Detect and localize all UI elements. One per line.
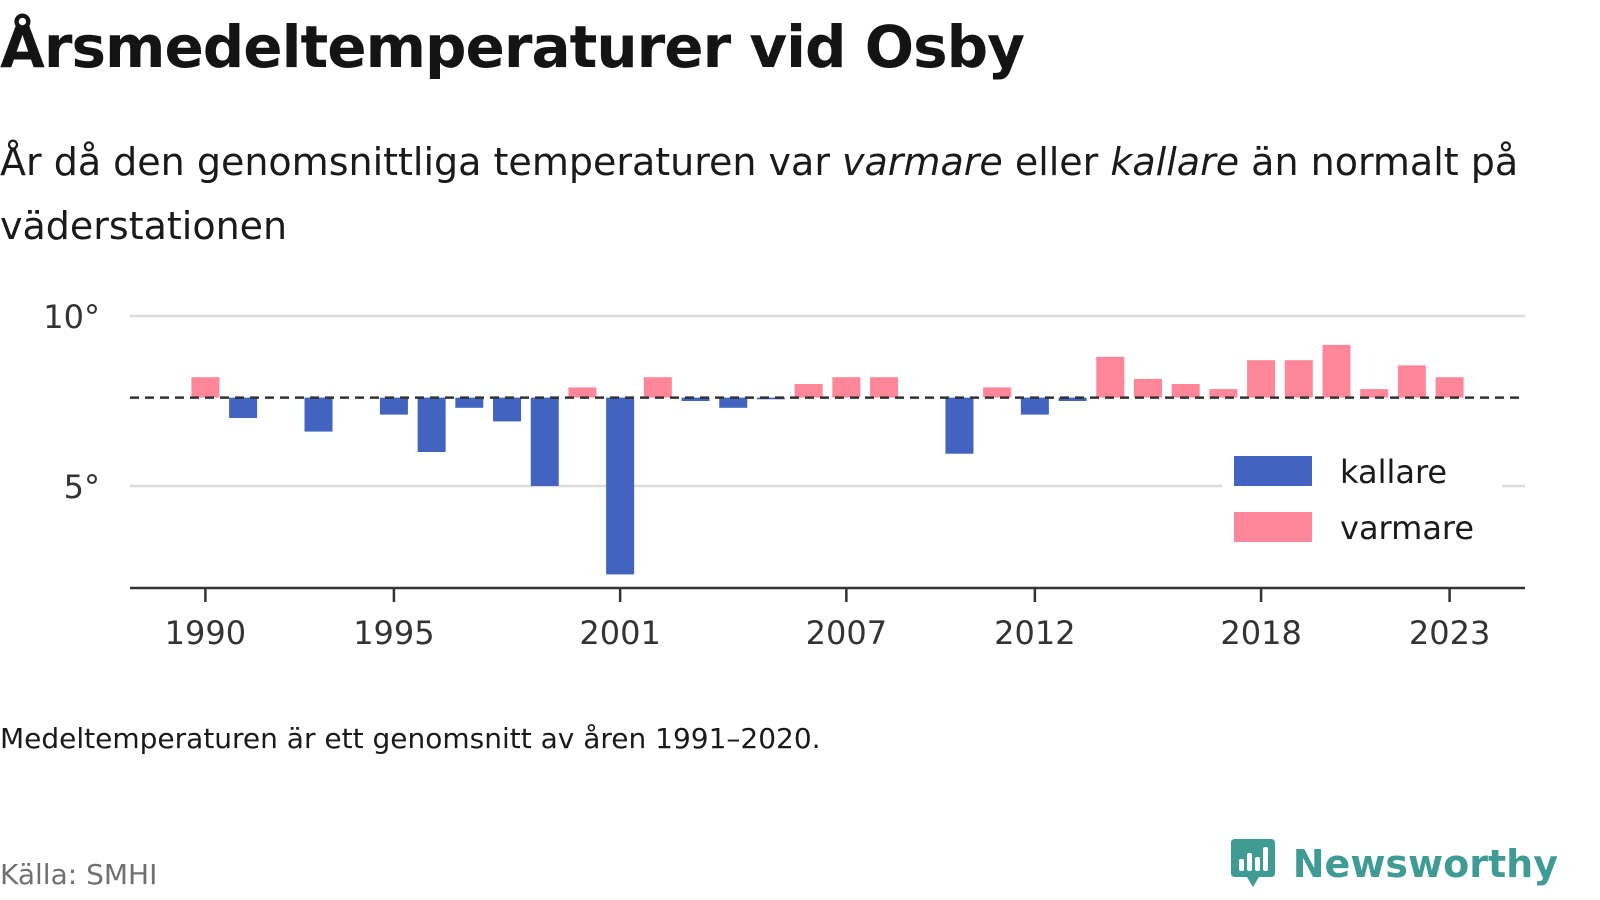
y-tick-label: 10°: [43, 298, 100, 336]
bar-colder: [945, 397, 974, 454]
bar-warmer: [1209, 389, 1238, 398]
subtitle-text-1: År då den genomsnittliga temperaturen va…: [0, 140, 843, 184]
subtitle-text-3: än normalt på väderstationen: [0, 140, 1519, 248]
bar-colder: [379, 397, 408, 415]
bar-warmer: [870, 377, 899, 398]
legend: kallare varmare: [1222, 440, 1502, 552]
legend-label-warmer: varmare: [1340, 509, 1474, 547]
bar-colder: [417, 397, 446, 452]
bar-colder: [229, 397, 258, 418]
bar-colder: [1058, 397, 1087, 401]
bar-warmer: [1133, 378, 1162, 398]
bar-warmer: [983, 387, 1012, 398]
newsworthy-chart-logo-icon: [1230, 839, 1275, 887]
bar-colder: [1020, 397, 1049, 415]
bars-layer: [191, 344, 1464, 575]
bar-warmer: [832, 377, 861, 398]
chart-title: Årsmedeltemperaturer vid Osby: [0, 13, 1025, 81]
bar-warmer: [1171, 384, 1200, 398]
legend-swatch-warmer: [1234, 512, 1312, 542]
bar-warmer: [1435, 377, 1464, 398]
legend-swatch-colder: [1234, 456, 1312, 486]
bar-colder: [719, 397, 748, 408]
bar-warmer: [643, 377, 672, 398]
bar-warmer: [1360, 389, 1389, 398]
temperature-bar-chart: 10° 5° 1990 1995 2001 2007 2012 2018 2023 kalla…: [43, 298, 1525, 652]
brand-name: Newsworthy: [1292, 842, 1558, 886]
bar-colder: [756, 397, 785, 400]
y-tick-label: 5°: [64, 468, 100, 506]
brand-logo[interactable]: Newsworthy: [1229, 838, 1558, 890]
subtitle-warmer-word: varmare: [842, 140, 1003, 184]
bar-warmer: [1322, 344, 1351, 398]
bar-colder: [455, 397, 484, 408]
x-tick-label: 2023: [1409, 614, 1490, 652]
bar-warmer: [1284, 360, 1313, 398]
x-tick-label: 1990: [165, 614, 246, 652]
x-tick-label: 2007: [806, 614, 887, 652]
subtitle-colder-word: kallare: [1110, 140, 1240, 184]
bar-warmer: [1096, 356, 1125, 398]
subtitle-text-2: eller: [1002, 140, 1111, 184]
x-tick-label: 1995: [353, 614, 434, 652]
x-tick-label: 2012: [994, 614, 1075, 652]
x-tick-label: 2018: [1220, 614, 1301, 652]
bar-warmer: [1397, 365, 1426, 398]
bar-colder: [304, 397, 333, 432]
bar-colder: [493, 397, 522, 422]
legend-label-colder: kallare: [1340, 453, 1447, 491]
bar-warmer: [191, 377, 220, 398]
bar-colder: [606, 397, 635, 575]
bar-colder: [530, 397, 559, 486]
chart-subtitle: År då den genomsnittliga temperaturen va…: [0, 130, 1520, 258]
x-axis-ticks: 1990 1995 2001 2007 2012 2018 2023: [165, 588, 1490, 652]
bar-colder: [681, 397, 710, 401]
source-credit: Källa: SMHI: [0, 858, 158, 891]
bar-warmer: [794, 384, 823, 398]
x-tick-label: 2001: [579, 614, 660, 652]
chart-note: Medeltemperaturen är ett genomsnitt av å…: [0, 722, 821, 755]
bar-warmer: [568, 387, 597, 398]
bar-warmer: [1247, 360, 1276, 398]
